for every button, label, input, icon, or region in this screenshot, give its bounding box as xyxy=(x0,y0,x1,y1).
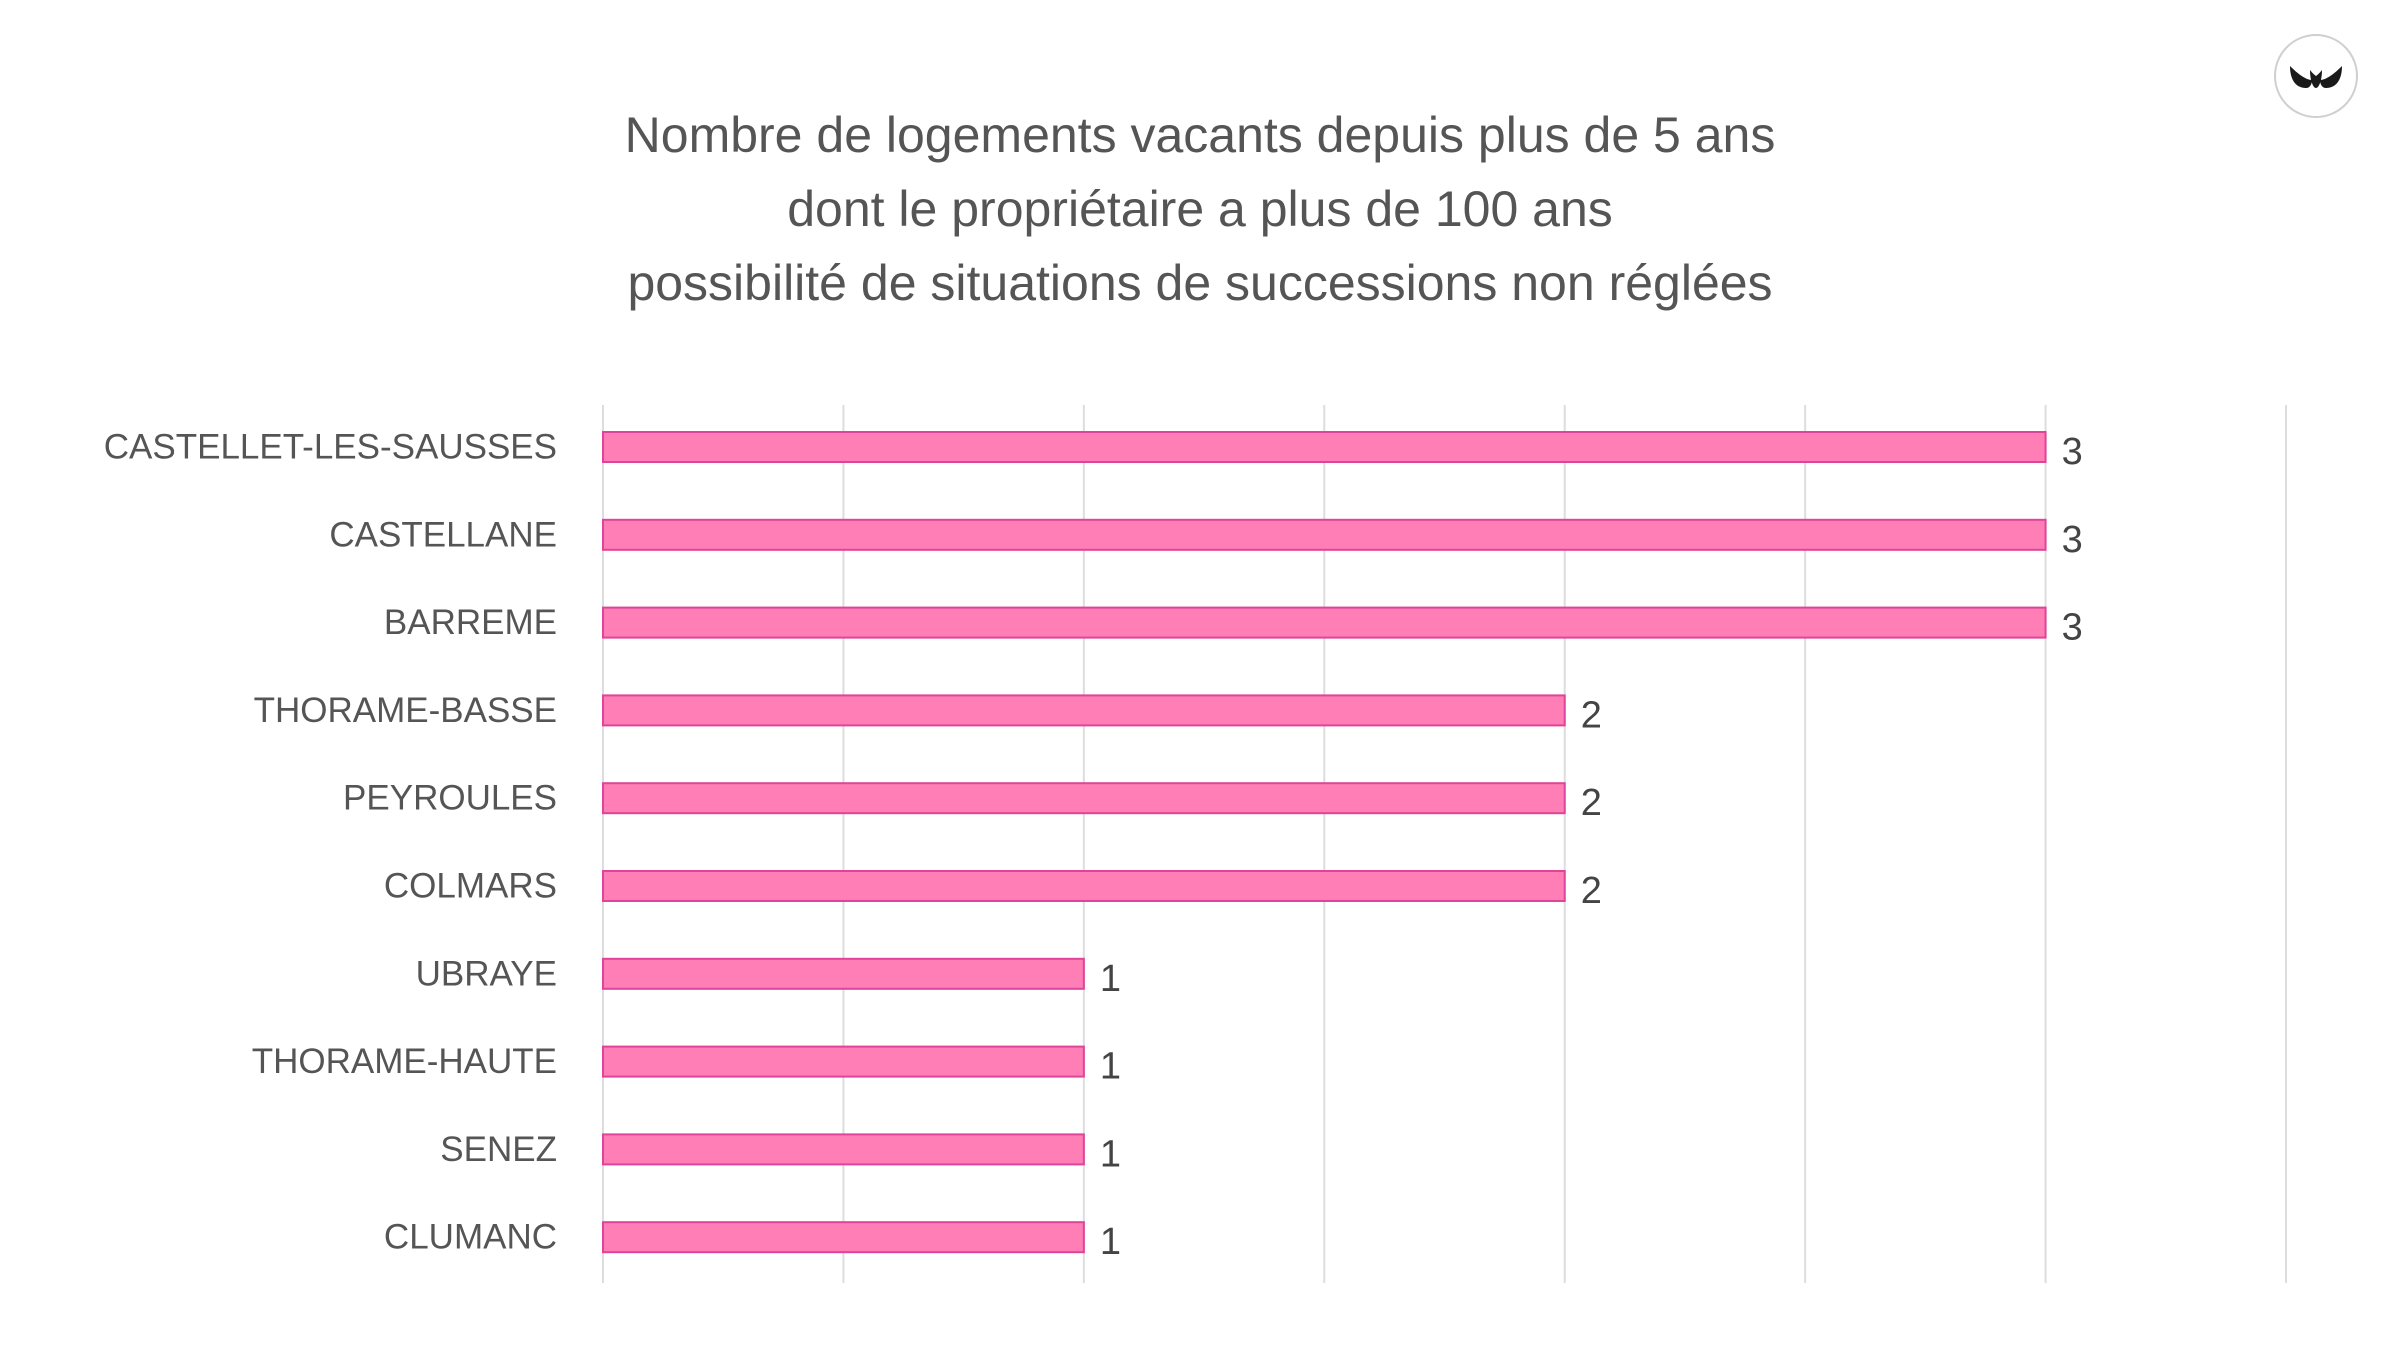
data-label: 3 xyxy=(2062,519,2083,561)
bar xyxy=(602,870,1566,902)
data-label: 2 xyxy=(1581,870,1602,912)
data-labels: 3 3 3 2 2 2 1 1 1 1 xyxy=(1100,431,2083,1263)
category-label: PEYROULES xyxy=(343,779,557,818)
category-label: THORAME-HAUTE xyxy=(252,1042,557,1081)
data-label: 1 xyxy=(1100,958,1121,1000)
data-label: 1 xyxy=(1100,1133,1121,1175)
bar xyxy=(602,518,2047,551)
chart-title: Nombre de logements vacants depuis plus … xyxy=(0,98,2400,320)
category-label: COLMARS xyxy=(384,867,557,906)
chart-title-line-1: Nombre de logements vacants depuis plus … xyxy=(624,107,1776,163)
category-label: UBRAYE xyxy=(416,954,557,993)
bar xyxy=(602,782,1566,815)
category-label: CASTELLANE xyxy=(329,515,557,554)
category-labels: CASTELLET-LES-SAUSSES CASTELLANE BARREME TH… xyxy=(104,428,557,1257)
leaf-pair-logo-icon xyxy=(2274,34,2358,118)
bar xyxy=(602,1221,1085,1254)
bar xyxy=(602,957,1085,990)
bar xyxy=(602,1133,1085,1166)
data-label: 1 xyxy=(1100,1221,1121,1263)
bar xyxy=(602,694,1566,727)
bar xyxy=(602,606,2047,639)
data-label: 2 xyxy=(1581,694,1602,736)
category-label: CASTELLET-LES-SAUSSES xyxy=(104,428,557,467)
data-label: 3 xyxy=(2062,431,2083,473)
bars xyxy=(602,431,2047,1254)
bar xyxy=(602,431,2047,463)
data-label: 3 xyxy=(2062,607,2083,649)
category-label: THORAME-BASSE xyxy=(254,691,557,730)
category-label: SENEZ xyxy=(440,1130,557,1169)
category-label: CLUMANC xyxy=(384,1218,557,1257)
chart-title-line-3: possibilité de situations de successions… xyxy=(627,255,1773,311)
data-label: 2 xyxy=(1581,782,1602,824)
category-label: BARREME xyxy=(384,603,557,642)
data-label: 1 xyxy=(1100,1046,1121,1088)
chart-title-line-2: dont le propriétaire a plus de 100 ans xyxy=(787,181,1613,237)
bar xyxy=(602,1045,1085,1078)
